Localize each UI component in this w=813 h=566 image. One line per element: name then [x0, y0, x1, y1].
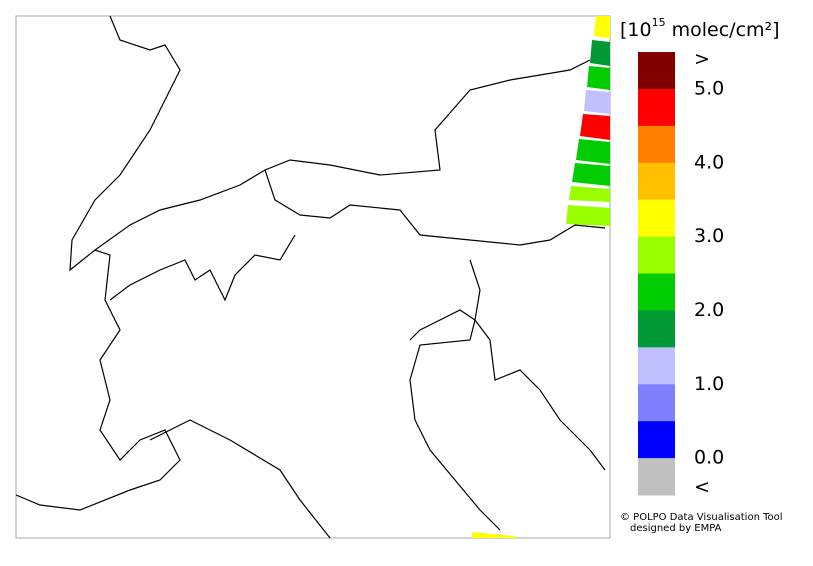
colorbar-swatch	[638, 384, 675, 422]
colorbar-swatch	[638, 273, 675, 311]
colorbar-label: 2.0	[694, 299, 724, 321]
unit-suffix: molec/cm²]	[666, 19, 780, 41]
colorbar-swatch	[638, 458, 675, 496]
country-borders	[15, 15, 606, 539]
colorbar-label: >	[694, 48, 710, 70]
unit-label: [1015 molec/cm²]	[620, 16, 780, 41]
colorbar-swatch	[638, 310, 675, 348]
credit-line: designed by EMPA	[630, 523, 722, 534]
colorbar-swatch	[638, 162, 675, 201]
colorbar-swatch	[638, 347, 675, 385]
credit-line: © POLPO Data Visualisation Tool	[620, 512, 783, 523]
colorbar-swatch	[638, 52, 675, 90]
colorbar: >5.0 4.0 3.0 2.0 1.0 0.0 <	[638, 48, 724, 498]
colorbar-swatch	[638, 88, 675, 127]
colorbar-swatch	[638, 421, 675, 459]
colorbar-label: 0.0	[694, 447, 724, 469]
colorbar-swatch	[638, 125, 675, 164]
unit-prefix: [10	[620, 19, 652, 41]
satellite-swath	[472, 16, 610, 538]
colorbar-label: 3.0	[694, 225, 724, 247]
colorbar-swatch	[638, 236, 675, 274]
colorbar-label: 1.0	[694, 373, 724, 395]
colorbar-swatch	[638, 199, 675, 238]
map-frame	[15, 15, 611, 539]
unit-exponent: 15	[652, 16, 666, 29]
colorbar-label: <	[694, 476, 710, 498]
colorbar-label: 5.0	[694, 77, 724, 99]
colorbar-label: 4.0	[694, 151, 724, 173]
